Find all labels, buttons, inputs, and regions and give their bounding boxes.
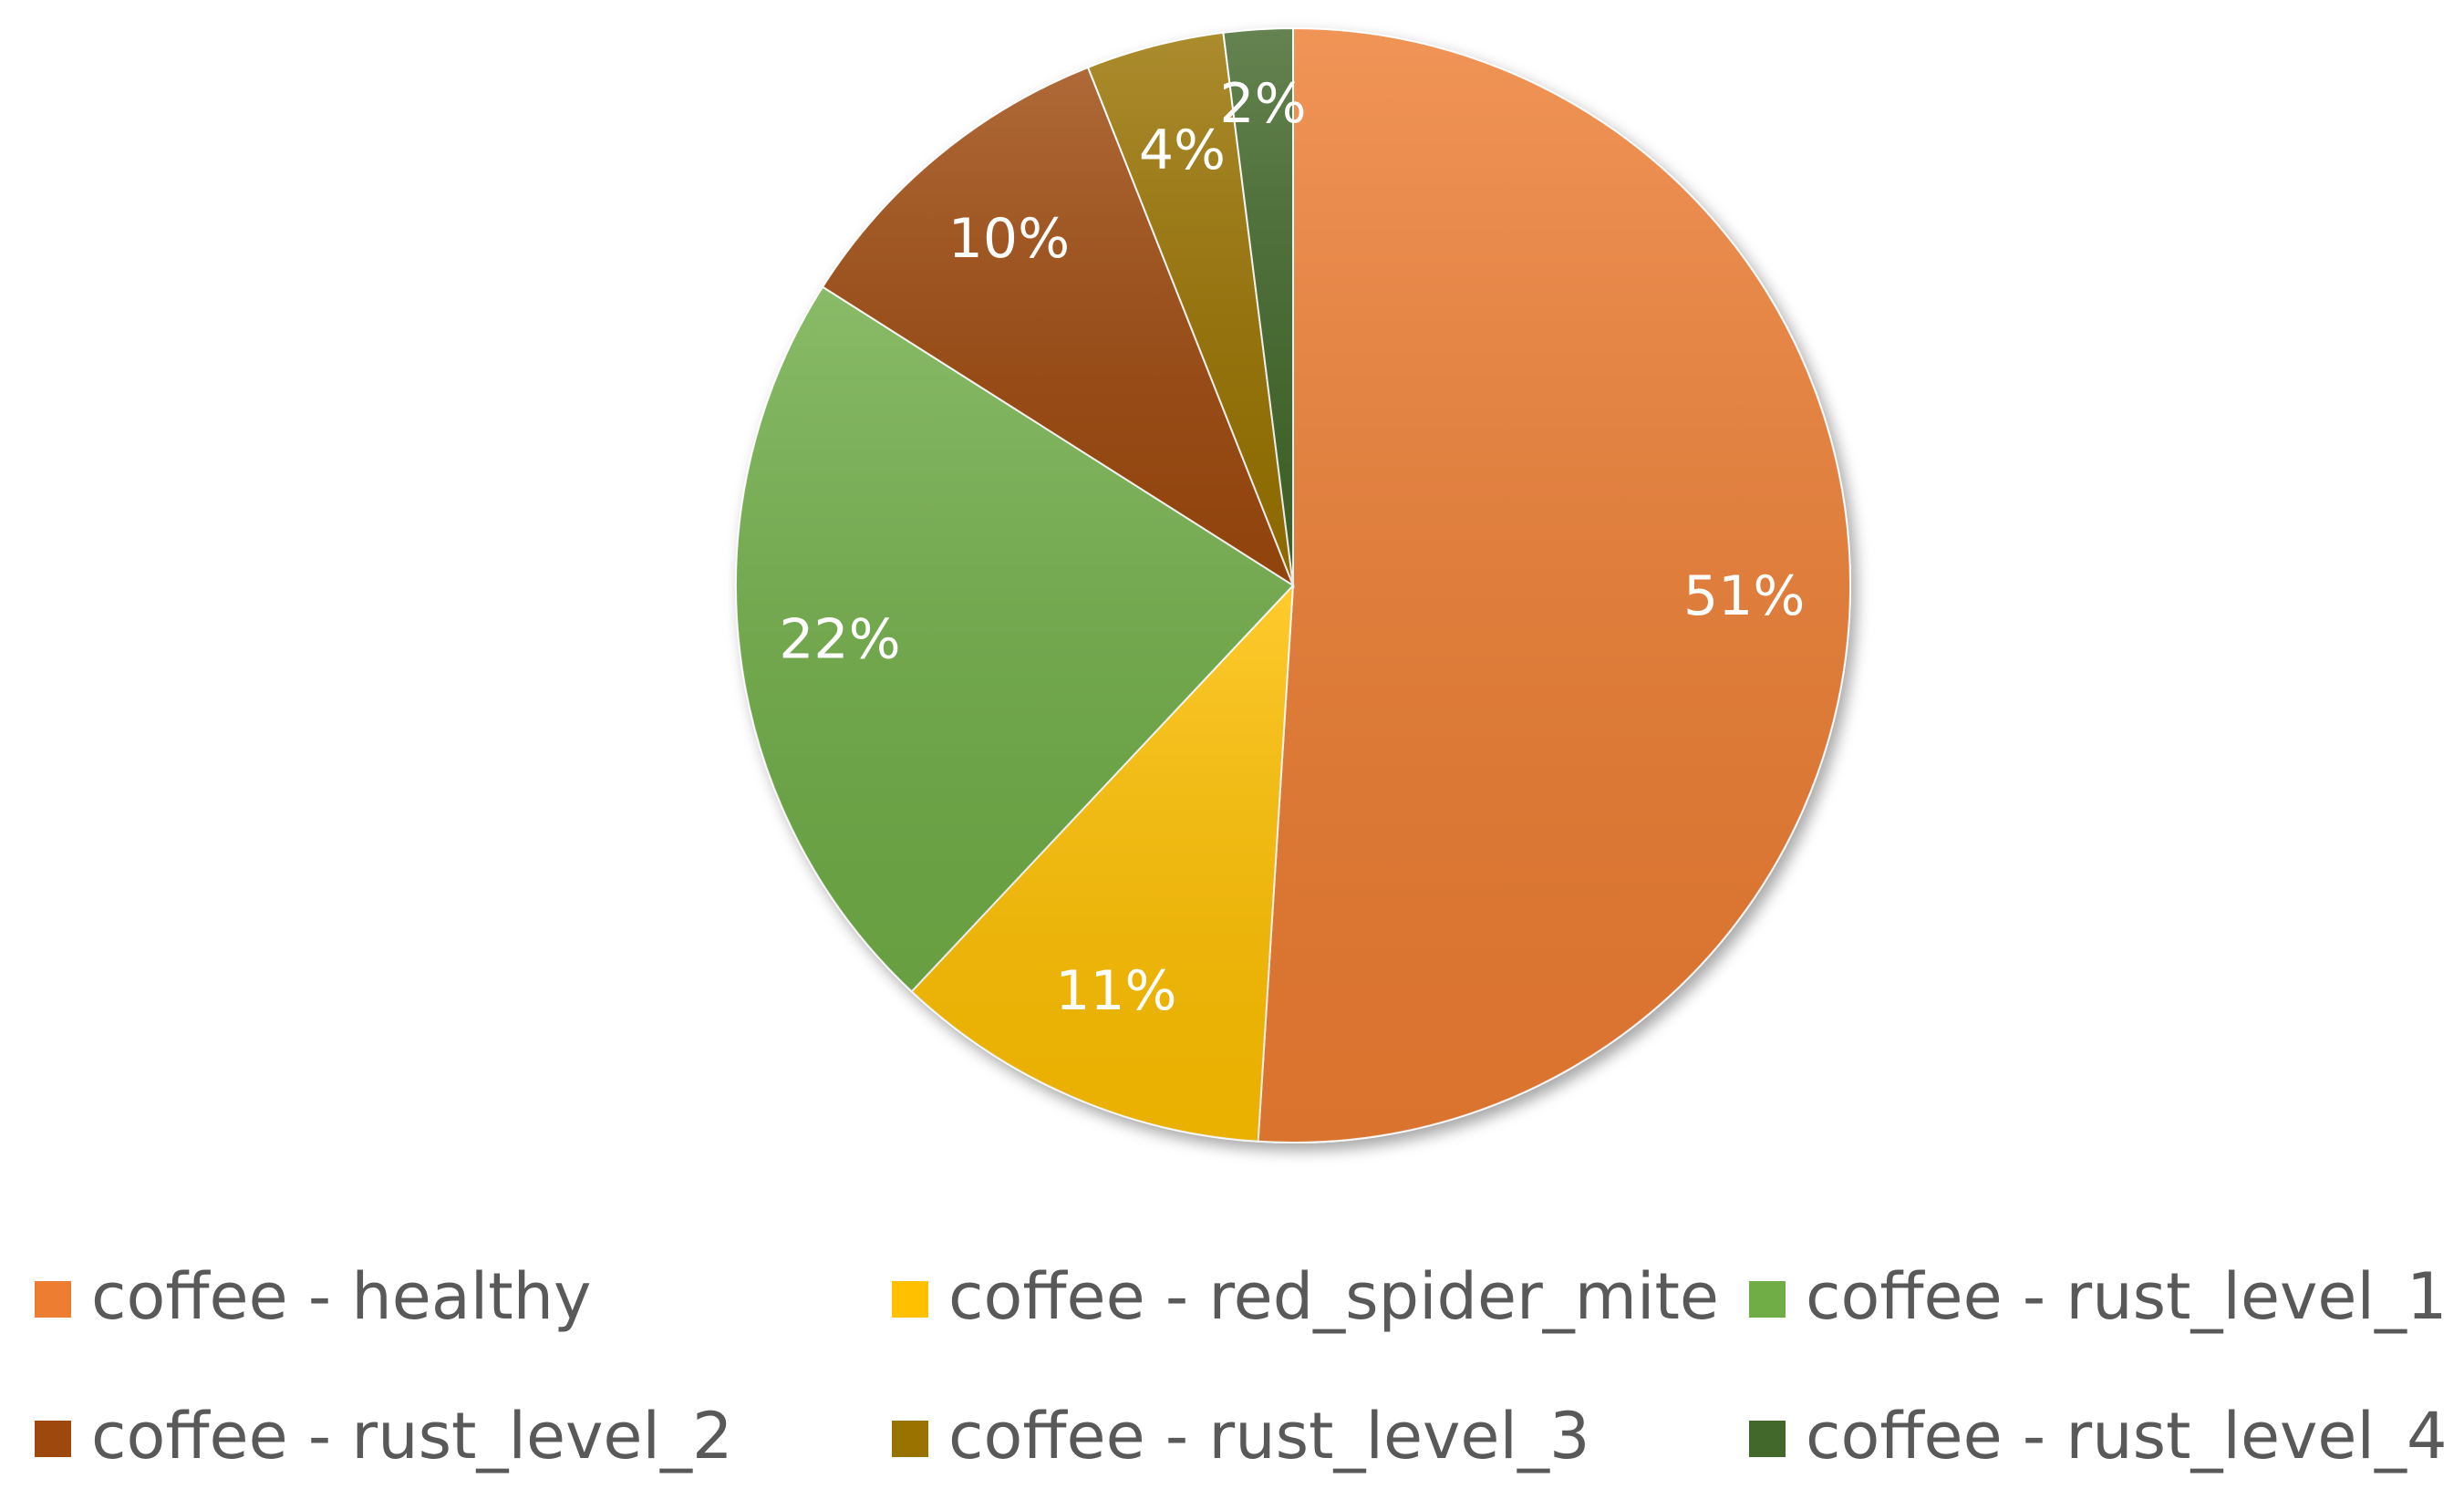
slice-label-coffee-rust-level-4: 2% [1219, 72, 1306, 136]
legend-swatch-coffee-healthy [35, 1281, 71, 1318]
legend-label-coffee-rust-level-1: coffee - rust_level_1 [1806, 1259, 2448, 1334]
legend-label-coffee-red-spider-mite: coffee - red_spider_mite [948, 1259, 1719, 1334]
legend-label-coffee-rust-level-2: coffee - rust_level_2 [91, 1399, 733, 1473]
legend-label-coffee-rust-level-4: coffee - rust_level_4 [1806, 1399, 2448, 1473]
slice-label-coffee-healthy: 51% [1683, 564, 1805, 628]
pie-sheen-overlay [736, 28, 1851, 1143]
pie-slice-sheen-coffee-red-spider-mite [911, 585, 1293, 1142]
legend-item-coffee-rust-level-3: coffee - rust_level_3 [892, 1399, 1590, 1473]
legend-item-coffee-red-spider-mite: coffee - red_spider_mite [892, 1259, 1719, 1334]
legend-swatch-coffee-rust-level-2 [35, 1421, 71, 1457]
slice-labels: 51% 11% 22% 10% 4%2% [779, 72, 1805, 1023]
legend-item-coffee-rust-level-4: coffee - rust_level_4 [1749, 1399, 2448, 1473]
pie-slice-sheen-coffee-healthy [1258, 28, 1851, 1143]
slice-label-coffee-rust-level-1: 22% [779, 607, 900, 671]
legend-swatch-coffee-rust-level-3 [892, 1421, 928, 1457]
legend-item-coffee-healthy: coffee - healthy [35, 1259, 591, 1334]
legend: coffee - healthy coffee - red_spider_mite… [35, 1259, 2448, 1473]
legend-swatch-coffee-rust-level-1 [1749, 1281, 1786, 1318]
slice-label-coffee-red-spider-mite: 11% [1055, 959, 1176, 1023]
legend-label-coffee-rust-level-3: coffee - rust_level_3 [948, 1399, 1590, 1473]
legend-item-coffee-rust-level-1: coffee - rust_level_1 [1749, 1259, 2448, 1334]
slice-label-coffee-rust-level-2: 10% [948, 207, 1070, 271]
pie-slice-sheen-coffee-rust-level-3 [1088, 32, 1293, 585]
pie-slice-sheen-coffee-rust-level-2 [823, 67, 1293, 586]
legend-swatch-coffee-rust-level-4 [1749, 1421, 1786, 1457]
legend-swatch-coffee-red-spider-mite [892, 1281, 928, 1318]
legend-label-coffee-healthy: coffee - healthy [91, 1259, 591, 1334]
pie-slice-sheen-coffee-rust-level-1 [736, 286, 1293, 992]
slice-label-coffee-rust-level-3: 4% [1139, 119, 1226, 182]
pie-slice-sheen-coffee-rust-level-4 [1223, 28, 1293, 585]
legend-item-coffee-rust-level-2: coffee - rust_level_2 [35, 1399, 733, 1473]
